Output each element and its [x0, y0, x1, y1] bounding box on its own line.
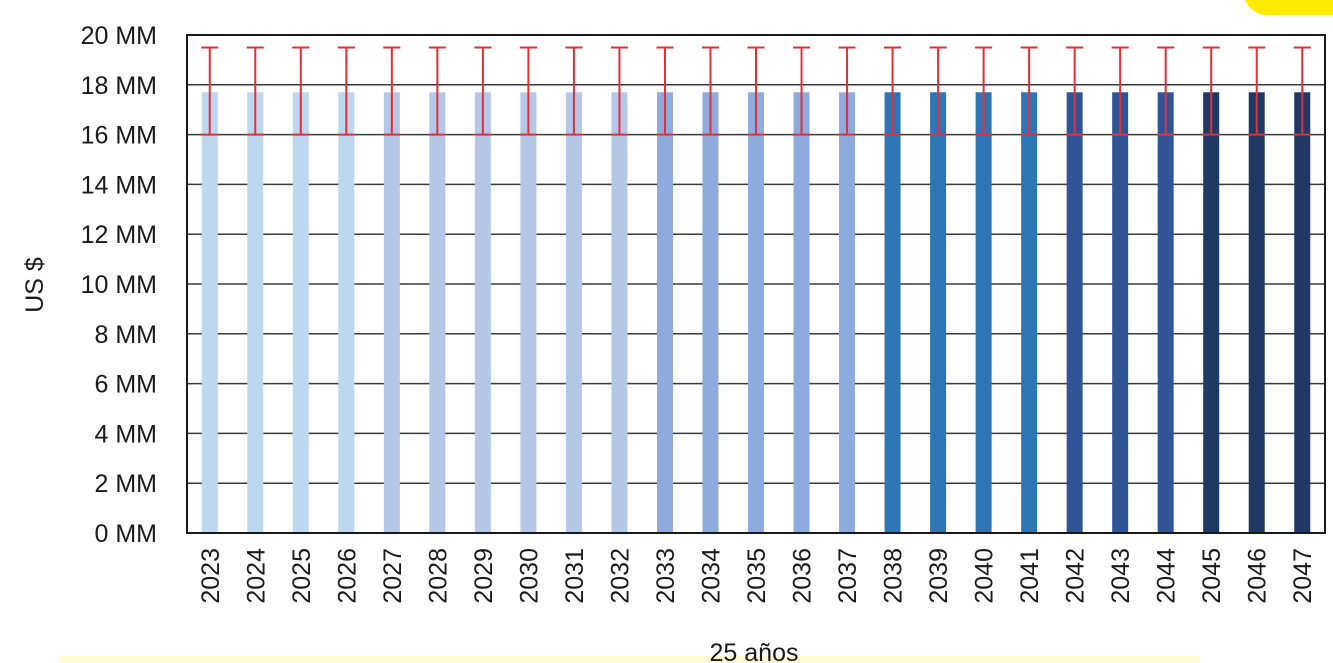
x-tick-label: 2035	[743, 548, 771, 604]
y-tick-label: 6 MM	[95, 371, 158, 399]
corner-badge	[1244, 0, 1333, 15]
x-tick-label: 2036	[789, 548, 817, 604]
bars	[201, 92, 1311, 534]
bar	[520, 92, 537, 534]
bar	[748, 92, 764, 534]
y-tick-label: 12 MM	[81, 221, 157, 249]
caption-strip	[60, 656, 1200, 663]
bar	[1066, 92, 1083, 534]
x-tick-label: 2041	[1016, 548, 1044, 604]
x-tick-label: 2028	[424, 548, 452, 604]
x-tick-label: 2023	[197, 548, 225, 604]
bar	[383, 92, 400, 534]
y-tick-label: 4 MM	[95, 420, 158, 448]
y-axis-tick-labels: 0 MM 2 MM 4 MM 6 MM 8 MM 10 MM 12 MM 14 MM 16 MM…	[81, 22, 157, 548]
x-tick-label: 2032	[606, 548, 634, 604]
bar	[839, 92, 856, 534]
bar	[565, 92, 582, 534]
bar	[793, 92, 810, 534]
x-tick-label: 2044	[1153, 548, 1181, 604]
x-tick-label: 2046	[1244, 548, 1272, 604]
bar	[201, 92, 218, 534]
x-tick-label: 2031	[561, 548, 589, 604]
x-tick-label: 2047	[1289, 548, 1317, 604]
x-tick-label: 2037	[834, 548, 862, 604]
bar	[1157, 92, 1174, 534]
x-tick-label: 2029	[470, 548, 498, 604]
bar	[1021, 92, 1038, 534]
y-tick-label: 10 MM	[81, 271, 157, 299]
bar	[611, 92, 628, 534]
x-tick-label: 2034	[697, 548, 725, 604]
bar	[247, 92, 264, 534]
x-tick-label: 2039	[925, 548, 953, 604]
x-axis-label: 25 años	[710, 639, 799, 663]
bar	[656, 92, 673, 534]
bar	[338, 92, 355, 534]
x-axis-tick-labels: 2023 2024 2025 2026 2027 2028 2029 2030 2031 2032…	[197, 548, 1317, 604]
x-tick-label: 2026	[333, 548, 361, 604]
y-tick-label: 8 MM	[95, 321, 158, 349]
bar	[1294, 92, 1311, 534]
error-bars	[201, 46, 1311, 136]
bar	[292, 92, 309, 534]
y-tick-label: 2 MM	[95, 470, 158, 498]
y-tick-label: 20 MM	[81, 22, 157, 50]
x-tick-label: 2038	[880, 548, 908, 604]
bar	[975, 92, 992, 534]
bar	[474, 92, 491, 534]
bar	[702, 92, 719, 534]
bar	[1248, 92, 1265, 534]
x-tick-label: 2024	[242, 548, 270, 604]
x-tick-label: 2030	[515, 548, 543, 604]
x-tick-label: 2042	[1062, 548, 1090, 604]
y-tick-label: 14 MM	[81, 171, 157, 199]
x-tick-label: 2043	[1107, 548, 1135, 604]
bar	[930, 92, 947, 534]
y-tick-label: 18 MM	[81, 72, 157, 100]
y-axis-label: US $	[21, 257, 49, 313]
x-tick-label: 2033	[652, 548, 680, 604]
y-tick-label: 16 MM	[81, 122, 157, 150]
bar	[884, 92, 901, 534]
bar	[1203, 92, 1220, 534]
x-tick-label: 2027	[379, 548, 407, 604]
plot-frame	[186, 34, 1326, 534]
bar	[1112, 92, 1129, 534]
x-tick-label: 2025	[288, 548, 316, 604]
bar	[429, 92, 446, 534]
x-tick-label: 2040	[971, 548, 999, 604]
y-tick-label: 0 MM	[95, 520, 158, 548]
x-tick-label: 2045	[1198, 548, 1226, 604]
